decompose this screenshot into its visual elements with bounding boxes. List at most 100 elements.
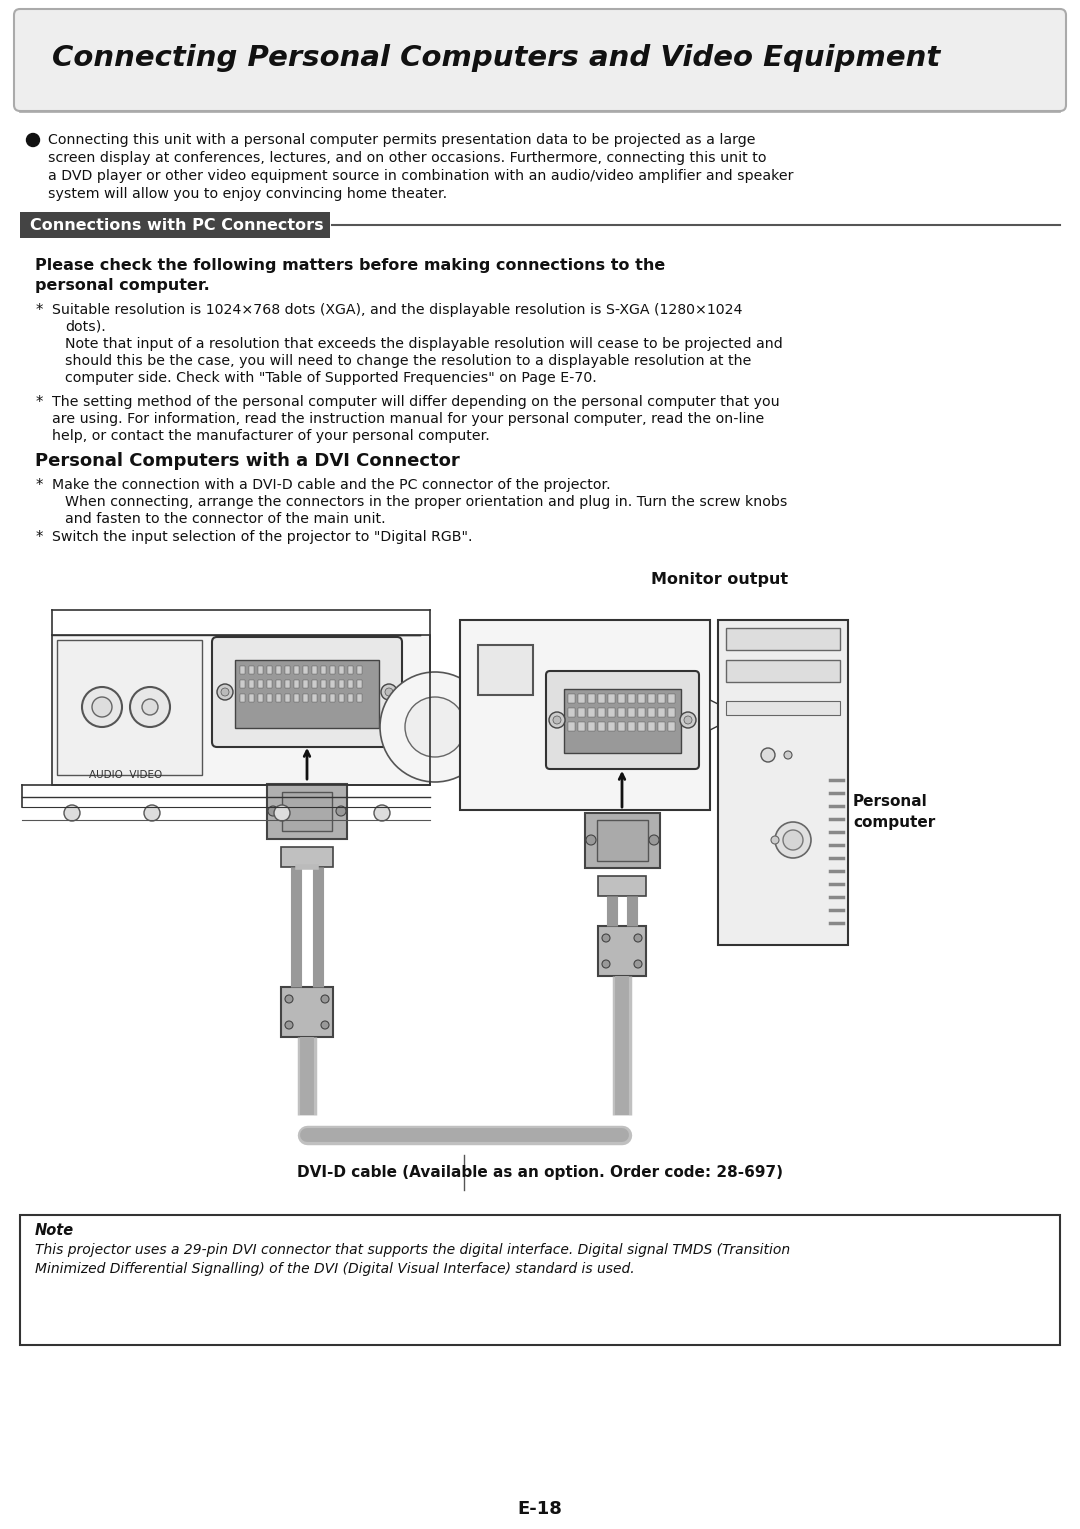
Bar bbox=[627, 708, 635, 717]
Circle shape bbox=[384, 688, 393, 696]
Bar bbox=[325, 784, 333, 790]
Bar bbox=[285, 680, 291, 688]
Circle shape bbox=[285, 1021, 293, 1029]
Text: and fasten to the connector of the main unit.: and fasten to the connector of the main … bbox=[65, 512, 386, 526]
Text: E-18: E-18 bbox=[517, 1500, 563, 1518]
Text: a DVD player or other video equipment source in combination with an audio/video : a DVD player or other video equipment so… bbox=[48, 170, 794, 183]
Circle shape bbox=[634, 934, 642, 942]
Text: Minimized Differential Signalling) of the DVI (Digital Visual Interface) standar: Minimized Differential Signalling) of th… bbox=[35, 1261, 635, 1277]
Bar bbox=[240, 667, 245, 674]
Circle shape bbox=[602, 934, 610, 942]
Circle shape bbox=[27, 133, 40, 147]
Circle shape bbox=[586, 835, 596, 846]
Bar bbox=[357, 680, 362, 688]
Text: Switch the input selection of the projector to "Digital RGB".: Switch the input selection of the projec… bbox=[52, 531, 473, 544]
Text: Suitable resolution is 1024×768 dots (XGA), and the displayable resolution is S-: Suitable resolution is 1024×768 dots (XG… bbox=[52, 303, 743, 317]
Bar bbox=[249, 680, 254, 688]
Bar bbox=[564, 690, 681, 752]
Bar bbox=[718, 619, 848, 945]
Bar bbox=[357, 667, 362, 674]
Bar bbox=[330, 680, 335, 688]
Bar bbox=[627, 694, 635, 703]
Bar bbox=[593, 813, 600, 820]
Bar bbox=[608, 722, 615, 731]
Bar bbox=[658, 722, 665, 731]
Text: DVI-D cable (Available as an option. Order code: 28-697): DVI-D cable (Available as an option. Ord… bbox=[297, 1165, 783, 1180]
Circle shape bbox=[144, 804, 160, 821]
Bar bbox=[588, 722, 595, 731]
Circle shape bbox=[761, 748, 775, 761]
Bar bbox=[276, 667, 281, 674]
Circle shape bbox=[771, 836, 779, 844]
Bar bbox=[638, 694, 645, 703]
Bar bbox=[598, 708, 605, 717]
Bar bbox=[267, 667, 272, 674]
Bar bbox=[598, 876, 646, 896]
Bar bbox=[608, 694, 615, 703]
Bar bbox=[281, 988, 333, 1037]
Circle shape bbox=[268, 806, 278, 816]
Bar bbox=[618, 722, 625, 731]
Bar bbox=[669, 722, 675, 731]
Bar bbox=[726, 661, 840, 682]
Bar bbox=[249, 667, 254, 674]
Circle shape bbox=[336, 806, 346, 816]
Bar bbox=[478, 645, 534, 696]
Bar bbox=[330, 667, 335, 674]
Bar bbox=[285, 694, 291, 702]
Bar bbox=[303, 694, 308, 702]
Bar bbox=[669, 694, 675, 703]
Circle shape bbox=[784, 751, 792, 758]
Bar bbox=[267, 784, 347, 839]
Bar bbox=[282, 792, 332, 830]
Bar bbox=[638, 708, 645, 717]
Text: *: * bbox=[36, 531, 43, 544]
Text: Monitor output: Monitor output bbox=[651, 572, 788, 587]
Bar bbox=[321, 680, 326, 688]
FancyBboxPatch shape bbox=[212, 638, 402, 748]
Bar bbox=[276, 784, 285, 790]
Bar bbox=[627, 722, 635, 731]
Text: Note: Note bbox=[35, 1223, 75, 1238]
Bar bbox=[357, 694, 362, 702]
Bar bbox=[608, 708, 615, 717]
Bar bbox=[235, 661, 379, 728]
Bar bbox=[568, 722, 575, 731]
Circle shape bbox=[405, 697, 465, 757]
Bar bbox=[267, 694, 272, 702]
Bar bbox=[52, 635, 430, 784]
Bar bbox=[658, 708, 665, 717]
Bar bbox=[267, 680, 272, 688]
Bar bbox=[293, 784, 301, 790]
Circle shape bbox=[285, 995, 293, 1003]
Text: should this be the case, you will need to change the resolution to a displayable: should this be the case, you will need t… bbox=[65, 355, 752, 368]
Bar bbox=[597, 820, 648, 861]
Bar bbox=[312, 667, 318, 674]
Bar bbox=[339, 694, 345, 702]
Polygon shape bbox=[710, 700, 740, 729]
Bar bbox=[648, 694, 654, 703]
Circle shape bbox=[381, 683, 397, 700]
Bar bbox=[285, 667, 291, 674]
Bar bbox=[348, 667, 353, 674]
Bar bbox=[658, 694, 665, 703]
Circle shape bbox=[141, 699, 158, 716]
Text: When connecting, arrange the connectors in the proper orientation and plug in. T: When connecting, arrange the connectors … bbox=[65, 495, 787, 509]
Bar bbox=[309, 784, 318, 790]
Text: computer side. Check with "Table of Supported Frequencies" on Page E-70.: computer side. Check with "Table of Supp… bbox=[65, 372, 597, 385]
Bar bbox=[312, 694, 318, 702]
Bar bbox=[339, 680, 345, 688]
Bar bbox=[648, 708, 654, 717]
Bar bbox=[460, 619, 710, 810]
Text: *: * bbox=[36, 394, 43, 410]
Bar bbox=[568, 694, 575, 703]
Circle shape bbox=[217, 683, 233, 700]
Circle shape bbox=[130, 687, 170, 726]
Text: personal computer.: personal computer. bbox=[35, 278, 210, 294]
Bar bbox=[339, 667, 345, 674]
Text: system will allow you to enjoy convincing home theater.: system will allow you to enjoy convincin… bbox=[48, 187, 447, 200]
Bar bbox=[648, 722, 654, 731]
Bar bbox=[726, 700, 840, 716]
Bar bbox=[726, 628, 840, 650]
Bar bbox=[258, 667, 264, 674]
